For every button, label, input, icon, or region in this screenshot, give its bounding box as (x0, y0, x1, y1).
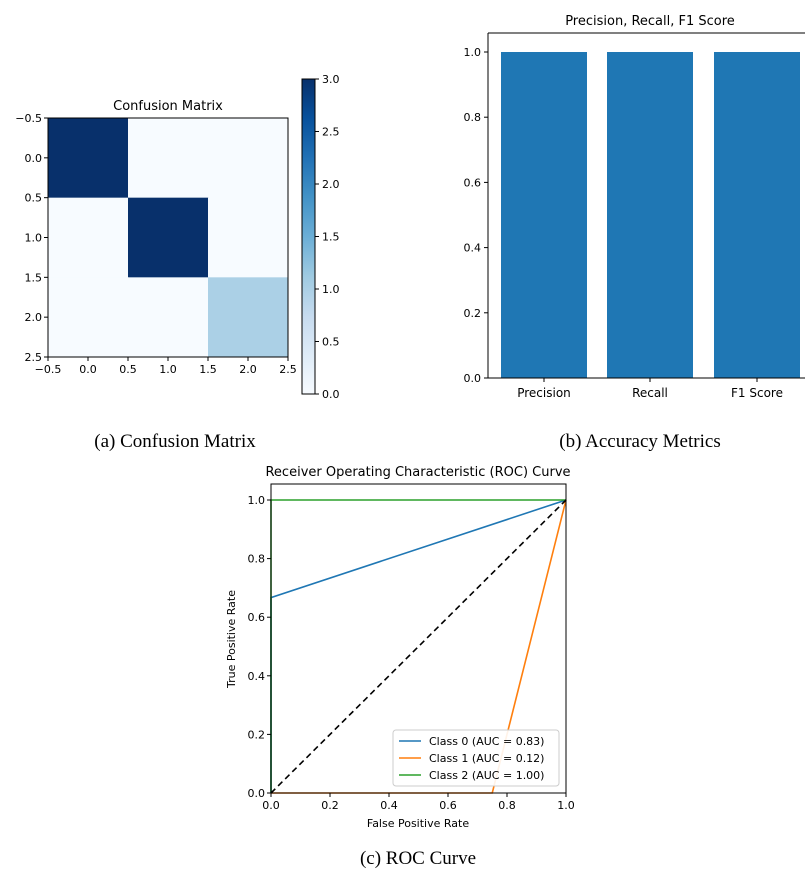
colorbar-tick-label: 0.0 (322, 388, 340, 401)
x-tick-label: 0.2 (321, 799, 339, 812)
y-tick-label: 0.0 (25, 152, 43, 165)
caption-a: (a) Confusion Matrix (94, 431, 256, 452)
colorbar-ticks: 0.0 0.5 1.0 1.5 2.0 2.5 3.0 (315, 73, 340, 401)
y-tick-label: 0.5 (25, 192, 43, 205)
legend-label-class-0: Class 0 (AUC = 0.83) (429, 735, 544, 748)
roc-x-ticks: 0.0 0.2 0.4 0.6 0.8 1.0 (262, 793, 575, 812)
roc-title: Receiver Operating Characteristic (ROC) … (265, 465, 570, 480)
roc-x-axis-label: False Positive Rate (367, 817, 469, 830)
matrix-cell-0-1 (128, 118, 209, 199)
bar-precision (501, 52, 587, 378)
accuracy-metrics-panel: Precision, Recall, F1 Score 0.0 0.2 0.4 0.6… (464, 14, 805, 452)
colorbar-tick-label: 0.5 (322, 336, 340, 349)
bar-recall (607, 52, 693, 378)
x-tick-label: −0.5 (35, 363, 62, 376)
matrix-cell-0-2 (208, 118, 289, 199)
y-tick-label: 1.0 (25, 232, 43, 245)
caption-c: (c) ROC Curve (360, 848, 476, 869)
colorbar-tick-label: 2.5 (322, 126, 340, 139)
matrix-cell-0-0 (48, 118, 129, 199)
confusion-matrix-title: Confusion Matrix (113, 99, 223, 114)
confusion-matrix-x-ticks: −0.5 0.0 0.5 1.0 1.5 2.0 2.5 (35, 357, 297, 376)
matrix-cell-2-1 (128, 277, 209, 358)
y-tick-label: 0.0 (248, 787, 266, 800)
x-tick-label: F1 Score (731, 386, 783, 400)
confusion-matrix-cells (48, 118, 289, 358)
legend-box (392, 729, 560, 787)
roc-legend: Class 0 (AUC = 0.83) Class 1 (AUC = 0.12)… (392, 729, 560, 787)
y-tick-label: 2.0 (25, 311, 43, 324)
y-tick-label: 0.0 (464, 372, 482, 385)
y-tick-label: 0.4 (464, 242, 482, 255)
matrix-cell-1-1 (128, 197, 209, 278)
metrics-bars (501, 52, 800, 378)
y-tick-label: −0.5 (15, 112, 42, 125)
matrix-cell-1-2 (208, 197, 289, 278)
y-tick-label: 2.5 (25, 351, 43, 364)
bar-f1-score (714, 52, 800, 378)
legend-label-class-2: Class 2 (AUC = 1.00) (429, 769, 544, 782)
colorbar-tick-label: 3.0 (322, 73, 340, 86)
y-tick-label: 0.8 (248, 553, 266, 566)
x-tick-label: 1.0 (159, 363, 177, 376)
x-tick-label: Precision (517, 386, 571, 400)
metrics-x-ticks: Precision Recall F1 Score (517, 378, 783, 400)
y-tick-label: 0.4 (248, 670, 266, 683)
roc-frame (270, 483, 567, 794)
y-tick-label: 1.0 (464, 46, 482, 59)
x-tick-label: 1.0 (557, 799, 575, 812)
x-tick-label: 0.0 (79, 363, 97, 376)
matrix-cell-2-0 (48, 277, 129, 358)
y-tick-label: 0.2 (464, 307, 482, 320)
y-tick-label: 0.8 (464, 111, 482, 124)
colorbar-tick-label: 2.0 (322, 178, 340, 191)
colorbar-tick-label: 1.5 (322, 231, 340, 244)
metrics-title: Precision, Recall, F1 Score (565, 14, 735, 29)
x-tick-label: 0.8 (498, 799, 516, 812)
x-tick-label: 2.5 (279, 363, 297, 376)
x-tick-label: 0.4 (380, 799, 398, 812)
roc-panel: Receiver Operating Characteristic (ROC) … (225, 465, 575, 869)
x-tick-label: 2.0 (239, 363, 257, 376)
x-tick-label: 0.0 (262, 799, 280, 812)
x-tick-label: Recall (632, 386, 668, 400)
colorbar-tick-label: 1.0 (322, 283, 340, 296)
roc-y-axis-label: True Positive Rate (225, 590, 238, 689)
y-tick-label: 0.2 (248, 728, 266, 741)
y-tick-label: 0.6 (464, 176, 482, 189)
matrix-cell-2-2 (208, 277, 289, 358)
y-tick-label: 1.5 (25, 271, 43, 284)
caption-b: (b) Accuracy Metrics (559, 431, 720, 452)
y-tick-label: 0.6 (248, 611, 266, 624)
x-tick-label: 0.6 (439, 799, 457, 812)
x-tick-label: 0.5 (119, 363, 137, 376)
roc-y-ticks: 0.0 0.2 0.4 0.6 0.8 1.0 (248, 494, 271, 800)
matrix-cell-1-0 (48, 197, 129, 278)
confusion-matrix-y-ticks: −0.5 0.0 0.5 1.0 1.5 2.0 2.5 (15, 112, 48, 364)
y-tick-label: 1.0 (248, 494, 266, 507)
colorbar (301, 78, 316, 395)
metrics-y-ticks: 0.0 0.2 0.4 0.6 0.8 1.0 (464, 46, 488, 385)
legend-label-class-1: Class 1 (AUC = 0.12) (429, 752, 544, 765)
confusion-matrix-panel: Confusion Matrix −0.5 0.0 0.5 1.0 1.5 2.0 2.5 … (15, 73, 339, 452)
x-tick-label: 1.5 (199, 363, 217, 376)
